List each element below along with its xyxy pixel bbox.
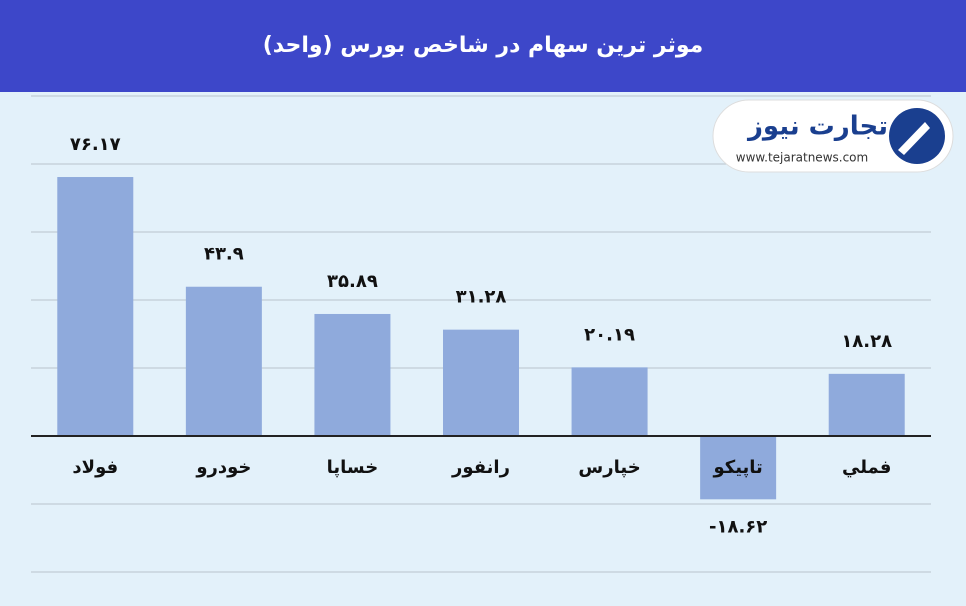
x-tick-label: خساپا <box>327 457 379 478</box>
value-label: -۱۸.۶۲ <box>709 516 767 537</box>
logo: تجارت نیوز www.tejaratnews.com <box>712 99 954 173</box>
chart-title: موثر ترین سهام در شاخص بورس (واحد) <box>263 33 704 58</box>
x-tick-label: رانفور <box>451 457 510 478</box>
value-label: ۳۵.۸۹ <box>327 271 378 292</box>
bar <box>571 367 648 436</box>
header-band <box>0 0 966 92</box>
value-label: ۳۱.۲۸ <box>456 287 507 308</box>
value-label: ۱۸.۲۸ <box>841 331 892 352</box>
x-tick-label: فولاد <box>72 457 118 478</box>
bar <box>314 313 391 436</box>
value-label: ۷۶.۱۷ <box>70 134 121 155</box>
bar <box>700 436 777 500</box>
logo-arrow <box>898 122 930 155</box>
x-tick-label: خودرو <box>195 457 251 478</box>
logo-name: تجارت نیوز <box>746 112 888 142</box>
bar <box>57 177 134 436</box>
bar <box>828 373 905 436</box>
bar <box>443 329 519 436</box>
bar <box>185 286 262 436</box>
x-tick-label: فملي <box>842 457 891 478</box>
x-tick-label: تاپیکو <box>712 457 762 478</box>
logo-url: www.tejaratnews.com <box>736 151 868 165</box>
value-label: ۲۰.۱۹ <box>584 324 635 345</box>
x-tick-label: خپارس <box>578 457 640 478</box>
logo-badge <box>712 99 954 173</box>
value-label: ۴۳.۹ <box>204 244 244 265</box>
